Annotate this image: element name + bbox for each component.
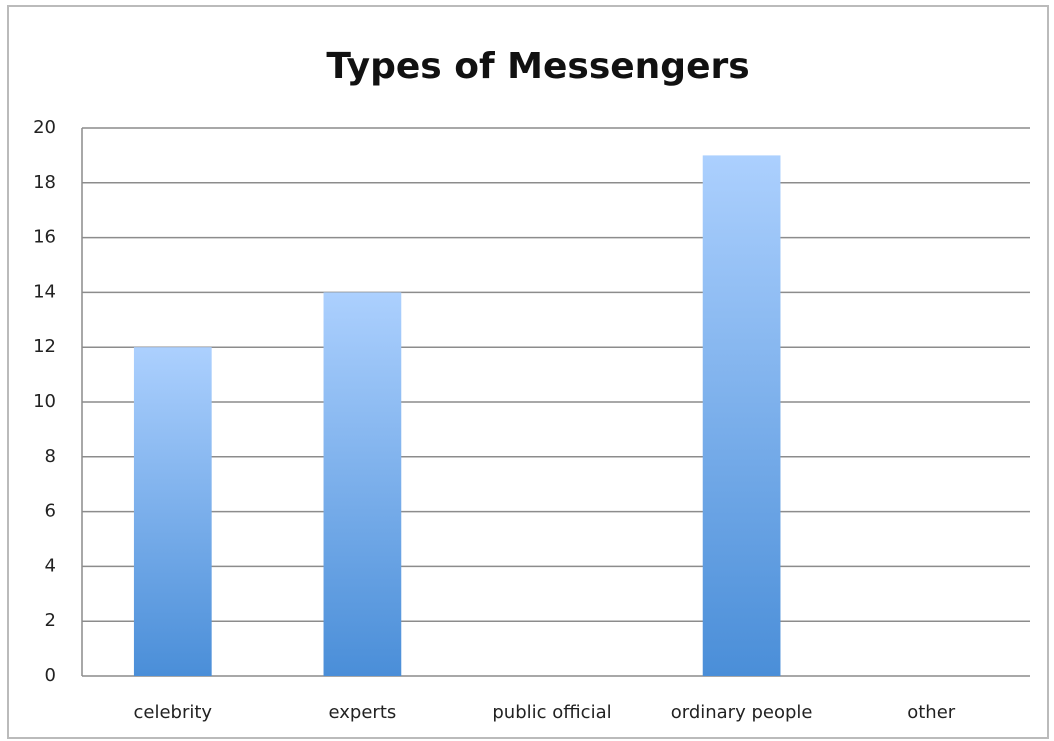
y-tick-label: 2 [45, 610, 56, 631]
y-tick-label: 6 [45, 501, 56, 522]
y-tick-label: 16 [33, 227, 56, 248]
y-tick-label: 18 [33, 172, 56, 193]
y-tick-label: 8 [45, 446, 56, 467]
y-tick-label: 4 [45, 555, 56, 576]
x-tick-label: public official [492, 702, 611, 723]
chart-title: Types of Messengers [326, 46, 749, 87]
y-tick-label: 0 [45, 665, 56, 686]
y-tick-label: 20 [33, 117, 56, 138]
bar [133, 347, 212, 676]
y-tick-label: 14 [33, 281, 56, 302]
x-tick-label: experts [329, 702, 397, 723]
x-tick-label: other [907, 702, 956, 723]
y-tick-label: 10 [33, 391, 56, 412]
y-tick-label: 12 [33, 336, 56, 357]
bar [323, 292, 402, 676]
x-tick-label: celebrity [134, 702, 213, 723]
bar [702, 155, 781, 676]
x-tick-label: ordinary people [671, 702, 813, 723]
